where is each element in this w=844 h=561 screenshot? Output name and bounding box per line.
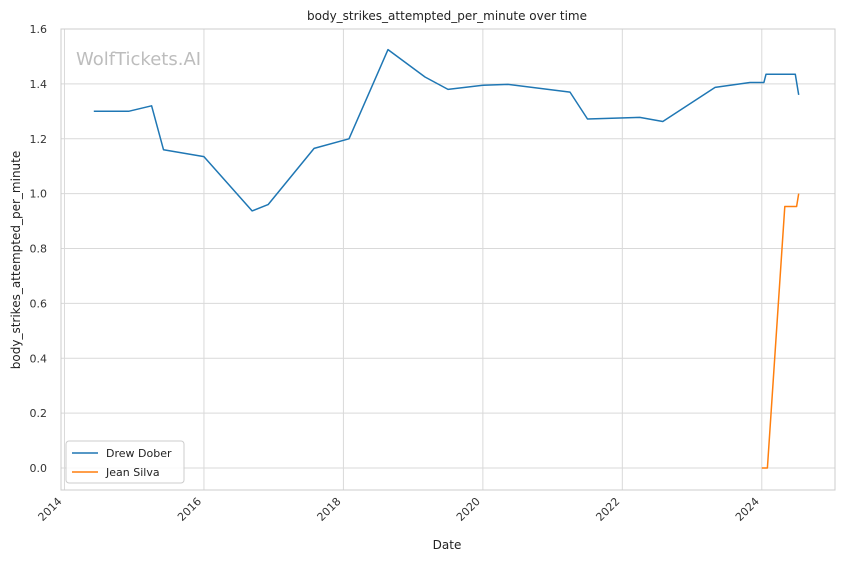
y-tick-label: 0.6 [30, 297, 48, 310]
y-tick-label: 0.4 [30, 352, 48, 365]
series-line-0 [93, 48, 800, 212]
watermark: WolfTickets.AI [76, 49, 201, 70]
y-tick-label: 0.8 [30, 243, 48, 256]
legend-label-0: Drew Dober [106, 447, 172, 460]
legend-label-1: Jean Silva [105, 466, 160, 479]
x-tick-label: 2018 [315, 495, 344, 524]
series-line-1 [761, 193, 800, 469]
y-axis-label: body_strikes_attempted_per_minute [9, 151, 23, 369]
x-tick-label: 2024 [733, 495, 762, 524]
series-lines [93, 48, 800, 469]
y-tick-label: 1.4 [30, 78, 48, 91]
y-tick-label: 1.0 [30, 188, 48, 201]
chart-title: body_strikes_attempted_per_minute over t… [307, 9, 587, 23]
y-tick-label: 1.6 [30, 23, 48, 36]
x-tick-label: 2016 [175, 495, 204, 524]
x-axis-ticks: 2014 2016 2018 2020 2022 2024 [36, 495, 762, 524]
grid [61, 28, 835, 490]
y-tick-label: 0.0 [30, 462, 48, 475]
x-tick-label: 2022 [593, 495, 622, 524]
y-tick-label: 1.2 [30, 133, 48, 146]
legend: Drew Dober Jean Silva [65, 440, 185, 484]
plot-frame [60, 28, 836, 491]
x-tick-label: 2014 [36, 495, 65, 524]
y-tick-label: 0.2 [30, 407, 48, 420]
x-axis-label: Date [433, 538, 462, 552]
y-axis-ticks: 0.0 0.2 0.4 0.6 0.8 1.0 1.2 1.4 1.6 [30, 23, 48, 475]
x-tick-label: 2020 [454, 495, 483, 524]
